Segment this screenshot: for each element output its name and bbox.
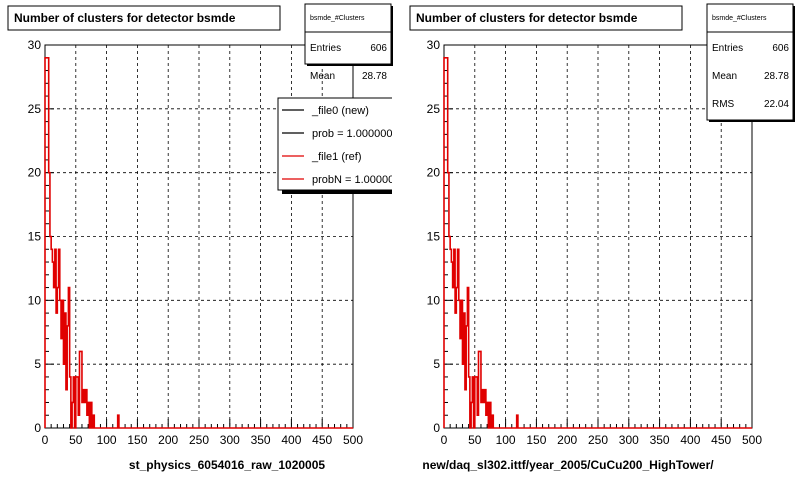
- stats-label: Mean: [712, 71, 737, 82]
- grid: [444, 45, 752, 428]
- x-tick-label: 150: [127, 433, 147, 447]
- legend-label: probN = 1.000000: [312, 174, 400, 186]
- title-box: [409, 5, 683, 31]
- x-tick-label: 0: [441, 433, 448, 447]
- y-tick-label: 20: [427, 166, 441, 180]
- stats-box: bsmde_#Clusters Entries 606 Mean 28.78: [304, 3, 393, 82]
- legend-label: _file1 (ref): [311, 151, 362, 163]
- stats-name: bsmde_#Clusters: [310, 15, 365, 22]
- legend-label: _file0 (new): [311, 105, 369, 117]
- stats-value: 28.78: [362, 71, 387, 82]
- x-tick-label: 250: [588, 433, 608, 447]
- stats-label: Entries: [712, 43, 743, 54]
- x-tick-label: 300: [619, 433, 639, 447]
- x-tick-label: 350: [650, 433, 670, 447]
- stats-value: 606: [772, 43, 789, 54]
- stats-box: bsmde_#Clusters Entries 606 Mean 28.78 RMS 22.…: [706, 3, 795, 122]
- chart-title: Number of clusters for detector bsmde: [416, 11, 638, 25]
- x-axis-label: new/daq_sl302.ittf/year_2005/CuCu200_Hig…: [422, 458, 714, 472]
- stats-label: Entries: [310, 43, 341, 54]
- legend-content: _file0 (new) prob = 1.000000 _file1 (ref) p…: [277, 97, 400, 194]
- x-tick-label: 350: [251, 433, 271, 447]
- y-tick-label: 30: [427, 38, 441, 52]
- histogram-series-1: [443, 56, 752, 429]
- y-tick-label: 5: [433, 357, 440, 371]
- y-tick-label: 10: [427, 293, 441, 307]
- x-tick-label: 500: [742, 433, 762, 447]
- x-axis-label: st_physics_6054016_raw_1020005: [129, 458, 325, 472]
- stats-label: RMS: [712, 99, 735, 110]
- x-tick-label: 250: [189, 433, 209, 447]
- y-tick-label: 10: [28, 293, 42, 307]
- y-tick-label: 0: [433, 421, 440, 435]
- chart-panel-2: 0 50 100 150 200 250 300 350 400 450 500 0 5 10 15 20 25…: [409, 3, 795, 472]
- x-tick-label: 400: [680, 433, 700, 447]
- x-tick-label: 400: [281, 433, 301, 447]
- stats-frame: [706, 3, 794, 121]
- x-tick-label: 0: [42, 433, 49, 447]
- y-tick-label: 0: [34, 421, 41, 435]
- x-tick-label: 50: [69, 433, 83, 447]
- y-tick-label: 25: [28, 102, 42, 116]
- y-tick-label: 20: [28, 166, 42, 180]
- x-tick-label: 450: [312, 433, 332, 447]
- stats-frame: [304, 3, 392, 65]
- stats-label: Mean: [310, 71, 335, 82]
- x-tick-label: 150: [526, 433, 546, 447]
- x-tick-label: 200: [557, 433, 577, 447]
- stats-value: 28.78: [764, 71, 789, 82]
- legend: _file0 (new) prob = 1.000000 _file1 (ref) p…: [277, 97, 400, 194]
- grid: [45, 45, 353, 428]
- title-box: [7, 5, 281, 31]
- y-tick-label: 25: [427, 102, 441, 116]
- stats-name: bsmde_#Clusters: [712, 15, 767, 22]
- y-tick-label: 15: [427, 230, 441, 244]
- x-tick-label: 450: [711, 433, 731, 447]
- x-tick-label: 50: [468, 433, 482, 447]
- x-tick-label: 200: [158, 433, 178, 447]
- legend-label: prob = 1.000000: [312, 128, 392, 140]
- legend-frame: [277, 97, 392, 191]
- y-tick-label: 15: [28, 230, 42, 244]
- x-tick-label: 100: [97, 433, 117, 447]
- x-tick-label: 100: [496, 433, 516, 447]
- chart-title: Number of clusters for detector bsmde: [14, 11, 236, 25]
- stats-value: 22.04: [764, 99, 789, 110]
- chart-panel-1: 0 50 100 150 200 250 300 350 400 450 500 0 5 10 15 20 25…: [7, 3, 400, 472]
- x-tick-label: 300: [220, 433, 240, 447]
- stats-value: 606: [370, 43, 387, 54]
- x-tick-label: 500: [343, 433, 363, 447]
- histogram-series-1: [44, 56, 353, 429]
- y-tick-label: 30: [28, 38, 42, 52]
- y-tick-label: 5: [34, 357, 41, 371]
